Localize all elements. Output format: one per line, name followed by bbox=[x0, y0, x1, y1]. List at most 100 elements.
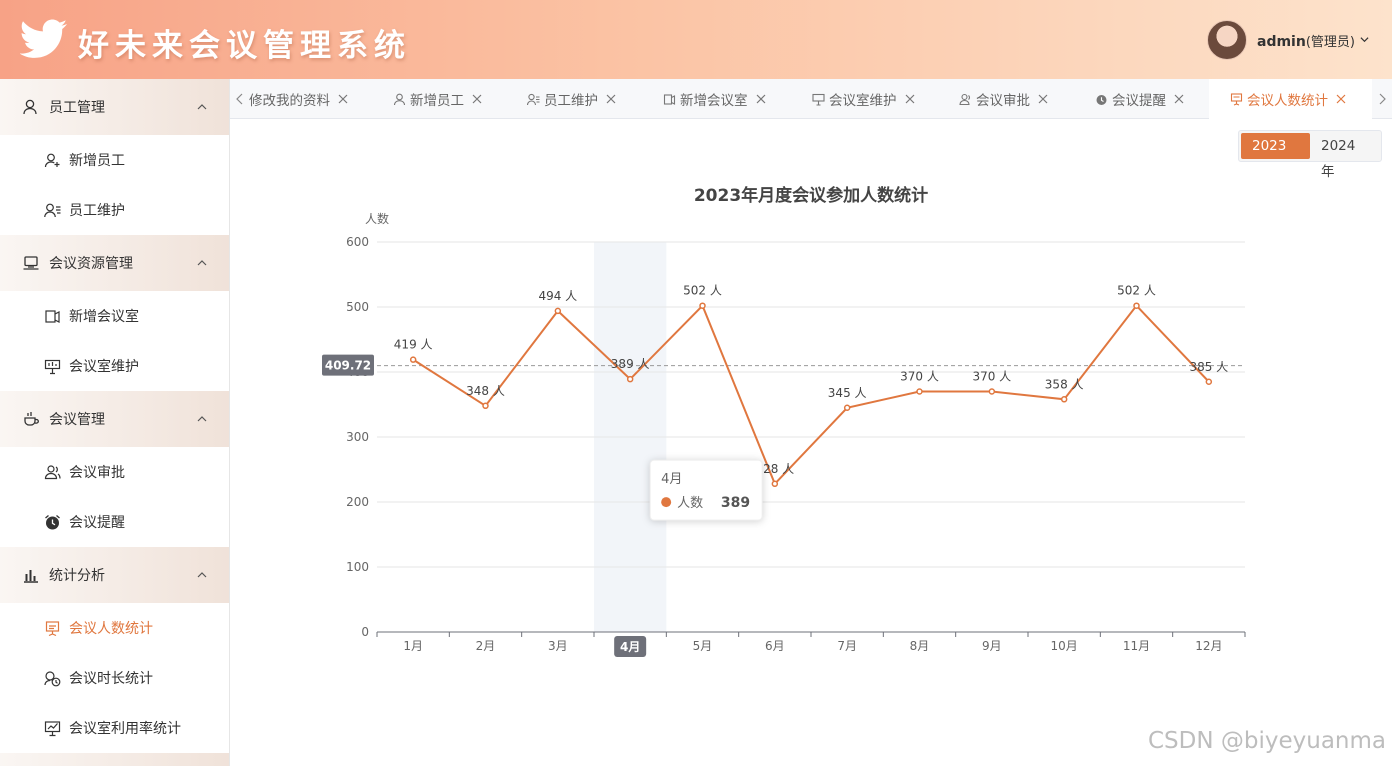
sidebar-item-room-maintain[interactable]: 会议室维护 bbox=[0, 341, 229, 391]
usage-chart-icon bbox=[44, 720, 61, 736]
coffee-icon bbox=[24, 412, 39, 426]
x-tick-label: 11月 bbox=[1123, 639, 1150, 653]
sidebar-item-duration-stats[interactable]: 会议时长统计 bbox=[0, 653, 229, 703]
x-tick-label: 8月 bbox=[910, 639, 930, 653]
avatar[interactable] bbox=[1207, 20, 1247, 60]
close-icon[interactable] bbox=[338, 94, 348, 104]
sidebar-item-label: 会议室利用率统计 bbox=[69, 721, 181, 737]
door-icon bbox=[663, 93, 676, 105]
tab-attendance-stats[interactable]: 会议人数统计 bbox=[1209, 79, 1372, 119]
chevron-up-icon bbox=[197, 572, 207, 578]
attendance-line-chart: 2023年月度会议参加人数统计 人数 01002003004005006001月… bbox=[322, 185, 1246, 657]
tab-add-room[interactable]: 新增会议室 bbox=[663, 79, 766, 119]
chevron-right-icon[interactable] bbox=[1377, 93, 1387, 105]
tab-bar: 修改我的资料 新增员工 员工维护 新增会议室 会议室维护 会议审批 会议提醒 会… bbox=[230, 79, 1392, 119]
sidebar-item-label: 员工维护 bbox=[69, 203, 125, 219]
data-label: 358 人 bbox=[1045, 377, 1084, 391]
alarm-icon bbox=[45, 514, 60, 529]
tab-employee-maintain[interactable]: 员工维护 bbox=[527, 79, 616, 119]
close-icon[interactable] bbox=[1174, 94, 1184, 104]
data-point bbox=[482, 402, 489, 410]
data-label: 385 人 bbox=[1189, 360, 1228, 374]
data-point bbox=[843, 404, 851, 411]
sidebar-item-attendance-stats[interactable]: 会议人数统计 bbox=[0, 603, 229, 653]
sidebar-group-label: 统计分析 bbox=[49, 568, 105, 584]
sidebar-group-label: 会议资源管理 bbox=[49, 256, 133, 272]
bird-icon bbox=[20, 19, 67, 58]
x-tick-label: 9月 bbox=[982, 639, 1002, 653]
close-icon[interactable] bbox=[606, 94, 616, 104]
chevron-up-icon bbox=[197, 416, 207, 422]
sidebar-item-label: 会议时长统计 bbox=[69, 671, 153, 687]
app-header: 好未来会议管理系统 admin(管理员) bbox=[0, 0, 1392, 79]
user-name: admin bbox=[1257, 34, 1306, 50]
x-tick-label: 12月 bbox=[1195, 639, 1222, 653]
user-list-icon bbox=[44, 203, 61, 217]
sidebar-group-label: 员工管理 bbox=[49, 100, 105, 116]
average-badge bbox=[322, 354, 374, 376]
tab-meeting-reminder[interactable]: 会议提醒 bbox=[1095, 79, 1184, 119]
user-icon bbox=[393, 93, 406, 105]
data-point bbox=[988, 388, 996, 395]
close-icon[interactable] bbox=[1038, 94, 1048, 104]
sidebar-group-label: 会议管理 bbox=[49, 412, 105, 428]
tab-meeting-approval[interactable]: 会议审批 bbox=[959, 79, 1048, 119]
data-point bbox=[1133, 302, 1140, 309]
data-label: 502 人 bbox=[683, 284, 722, 298]
tooltip-box bbox=[649, 459, 763, 521]
users-icon bbox=[959, 93, 971, 105]
sidebar-group-employee[interactable]: 员工管理 bbox=[0, 79, 229, 135]
tab-label: 新增员工 bbox=[410, 93, 464, 109]
user-menu[interactable]: admin(管理员) bbox=[1257, 31, 1355, 50]
close-icon[interactable] bbox=[905, 94, 915, 104]
chevron-down-icon[interactable] bbox=[1360, 35, 1369, 44]
tab-edit-profile[interactable]: 修改我的资料 bbox=[249, 79, 348, 119]
data-label: 419 人 bbox=[394, 338, 433, 352]
sidebar-group-resources[interactable]: 会议资源管理 bbox=[0, 235, 229, 291]
users-icon bbox=[44, 464, 61, 479]
close-icon[interactable] bbox=[756, 94, 766, 104]
close-icon[interactable] bbox=[1336, 94, 1346, 104]
sidebar-item-label: 会议室维护 bbox=[69, 359, 139, 375]
year-option-2024[interactable]: 2024年 bbox=[1321, 138, 1356, 180]
y-axis-label: 人数 bbox=[365, 211, 389, 226]
x-tick-label: 7月 bbox=[837, 639, 857, 653]
watermark: CSDN @biyeyuanma bbox=[1148, 728, 1386, 754]
sidebar-item-add-room[interactable]: 新增会议室 bbox=[0, 291, 229, 341]
y-tick-label: 0 bbox=[361, 625, 369, 639]
tab-label: 会议审批 bbox=[976, 93, 1030, 109]
sidebar-item-room-usage-stats[interactable]: 会议室利用率统计 bbox=[0, 703, 229, 753]
user-icon bbox=[23, 99, 37, 115]
data-point bbox=[1060, 396, 1068, 403]
data-label: 502 人 bbox=[1117, 284, 1156, 298]
sidebar-group-meetings[interactable]: 会议管理 bbox=[0, 391, 229, 447]
tab-add-employee[interactable]: 新增员工 bbox=[393, 79, 482, 119]
sidebar-item-employee-maintain[interactable]: 员工维护 bbox=[0, 185, 229, 235]
sidebar-item-label: 会议人数统计 bbox=[69, 621, 153, 637]
sidebar-next-group bbox=[0, 753, 229, 766]
close-icon[interactable] bbox=[472, 94, 482, 104]
alarm-icon bbox=[1096, 94, 1107, 105]
sidebar-item-meeting-approval[interactable]: 会议审批 bbox=[0, 447, 229, 497]
tab-label: 修改我的资料 bbox=[249, 93, 330, 109]
tab-label: 会议提醒 bbox=[1112, 93, 1166, 109]
chevron-left-icon[interactable] bbox=[235, 93, 245, 105]
sidebar-item-add-employee[interactable]: 新增员工 bbox=[0, 135, 229, 185]
data-label: 345 人 bbox=[828, 386, 867, 400]
y-tick-label: 200 bbox=[346, 495, 369, 509]
data-label: 494 人 bbox=[538, 289, 577, 303]
tab-room-maintain[interactable]: 会议室维护 bbox=[812, 79, 915, 119]
x-tick-label: 6月 bbox=[765, 639, 785, 653]
sidebar-item-label: 新增会议室 bbox=[69, 309, 139, 325]
door-icon bbox=[45, 309, 60, 323]
x-tick-label: 10月 bbox=[1051, 639, 1078, 653]
year-option-2023[interactable]: 2023年 bbox=[1241, 133, 1310, 180]
sidebar-item-label: 会议提醒 bbox=[69, 515, 125, 531]
year-switch: 2023年 2024年 bbox=[1238, 130, 1382, 180]
x-tick-label: 4月 bbox=[620, 640, 640, 654]
monitor-icon bbox=[23, 256, 39, 270]
sidebar-item-meeting-reminder[interactable]: 会议提醒 bbox=[0, 497, 229, 547]
data-point bbox=[771, 480, 779, 488]
sidebar-group-statistics[interactable]: 统计分析 bbox=[0, 547, 229, 603]
chart-title: 2023年月度会议参加人数统计 bbox=[694, 185, 928, 206]
